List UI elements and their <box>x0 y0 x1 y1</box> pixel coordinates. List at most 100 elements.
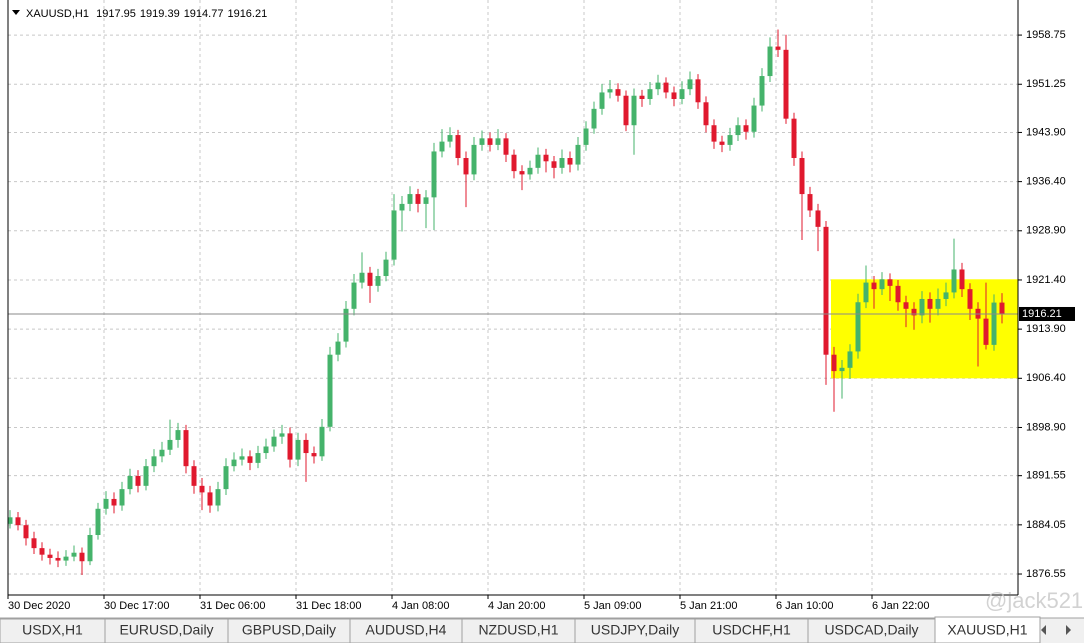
y-tick-label: 1876.55 <box>1026 568 1066 580</box>
candle-body <box>239 456 245 460</box>
tab[interactable] <box>461 618 576 643</box>
tab-label[interactable]: GBPUSD,Daily <box>242 622 336 638</box>
candle-body <box>727 135 733 145</box>
header: XAUUSD,H1 1917.95 1919.39 1914.77 1916.21 <box>26 8 267 20</box>
candle-body <box>223 466 229 490</box>
candle-body <box>927 298 933 309</box>
price-label-bg <box>1019 306 1075 321</box>
candle-body <box>151 456 157 467</box>
candle-body <box>783 49 789 119</box>
candle-body <box>279 433 285 437</box>
candle-body <box>95 508 101 536</box>
candle-body <box>959 269 965 290</box>
candle-body <box>327 354 333 427</box>
y-tick-label: 1951.25 <box>1026 78 1066 90</box>
candle-body <box>583 128 589 145</box>
tab-active[interactable] <box>934 616 1041 643</box>
candle-body <box>287 433 293 460</box>
candle-body <box>791 118 797 159</box>
tab[interactable] <box>349 618 463 643</box>
candle-body <box>255 453 261 463</box>
candle-body <box>63 556 69 561</box>
tab-label[interactable]: USDCAD,Daily <box>824 622 918 638</box>
tab[interactable] <box>694 618 809 643</box>
candle-body <box>559 158 565 168</box>
candle-body <box>263 446 269 454</box>
x-tick-label: 6 Jan 22:00 <box>872 600 930 612</box>
menu-arrow[interactable] <box>12 10 20 15</box>
tab-bar: USDX,H1 EURUSD,Daily GBPUSD,Daily AUDUSD,H4… <box>0 616 1084 643</box>
y-tick-label: 1884.05 <box>1026 519 1066 531</box>
candle-body <box>575 144 581 165</box>
close: 1916.21 <box>227 8 267 20</box>
tab-scroll-left[interactable] <box>1041 625 1046 635</box>
candle-body <box>815 210 821 227</box>
y-tick-label: 1898.90 <box>1026 421 1066 433</box>
tab-label[interactable]: USDCHF,H1 <box>712 622 791 638</box>
candle-body <box>103 498 109 509</box>
y-tick-label: 1943.90 <box>1026 126 1066 138</box>
candle-body <box>687 79 693 90</box>
x-tick-label: 4 Jan 08:00 <box>392 600 450 612</box>
candle-body <box>439 141 445 152</box>
candle-body <box>511 154 517 172</box>
tab-scroll-right[interactable] <box>1066 625 1071 635</box>
y-tick-label: 1891.55 <box>1026 470 1066 482</box>
candle-body <box>719 141 725 145</box>
y-tick-label: 1913.90 <box>1026 323 1066 335</box>
candle-body <box>823 226 829 355</box>
candle-body <box>919 298 925 316</box>
candle-body <box>7 517 13 524</box>
candle-body <box>175 430 181 440</box>
candle-body <box>127 476 133 490</box>
candle-body <box>359 272 365 283</box>
candle-body <box>199 485 205 493</box>
grid <box>8 0 1018 595</box>
candle-body <box>623 95 629 126</box>
x-tick-label: 6 Jan 10:00 <box>776 600 834 612</box>
candle-body <box>191 466 197 486</box>
candle-body <box>775 46 781 50</box>
candle-body <box>39 548 45 555</box>
candle-body <box>231 459 237 467</box>
y-tick-label: 1958.75 <box>1026 29 1066 41</box>
candle-body <box>911 308 917 316</box>
candle-body <box>311 453 317 457</box>
candle-body <box>503 138 509 155</box>
candle-body <box>423 197 429 204</box>
candle-body <box>119 489 125 506</box>
candle-body <box>655 82 661 90</box>
x-tick-label: 31 Dec 06:00 <box>200 600 265 612</box>
tab-label[interactable]: AUDUSD,H4 <box>366 622 447 638</box>
candle-body <box>167 439 173 450</box>
tab-label[interactable]: EURUSD,Daily <box>119 622 213 638</box>
candle-body <box>991 302 997 345</box>
candle-body <box>983 318 989 345</box>
candle-body <box>535 154 541 168</box>
tab-label[interactable]: USDJPY,Daily <box>591 622 679 638</box>
candle-body <box>567 158 573 165</box>
candle-body <box>967 289 973 309</box>
plot <box>7 29 1018 576</box>
candle-body <box>335 341 341 355</box>
candle-body <box>271 436 277 447</box>
y-tick-label: 1921.40 <box>1026 274 1066 286</box>
candle-body <box>639 95 645 100</box>
candle-body <box>903 302 909 309</box>
candle-body <box>135 476 141 486</box>
candle-body <box>487 138 493 145</box>
candle-body <box>847 351 853 368</box>
candle-body <box>935 298 941 309</box>
tab-label[interactable]: USDX,H1 <box>22 622 83 638</box>
candle-body <box>591 108 597 129</box>
price-label: 1916.21 <box>1022 308 1062 320</box>
candle-body <box>463 158 469 175</box>
tab-label[interactable]: XAUUSD,H1 <box>947 622 1027 638</box>
x-tick-label: 31 Dec 18:00 <box>296 600 361 612</box>
candle-body <box>55 557 61 561</box>
tab[interactable] <box>807 618 936 643</box>
candle-body <box>751 105 757 132</box>
tab-label[interactable]: NZDUSD,H1 <box>478 622 558 638</box>
candle-body <box>15 517 21 526</box>
tab[interactable] <box>104 618 229 643</box>
